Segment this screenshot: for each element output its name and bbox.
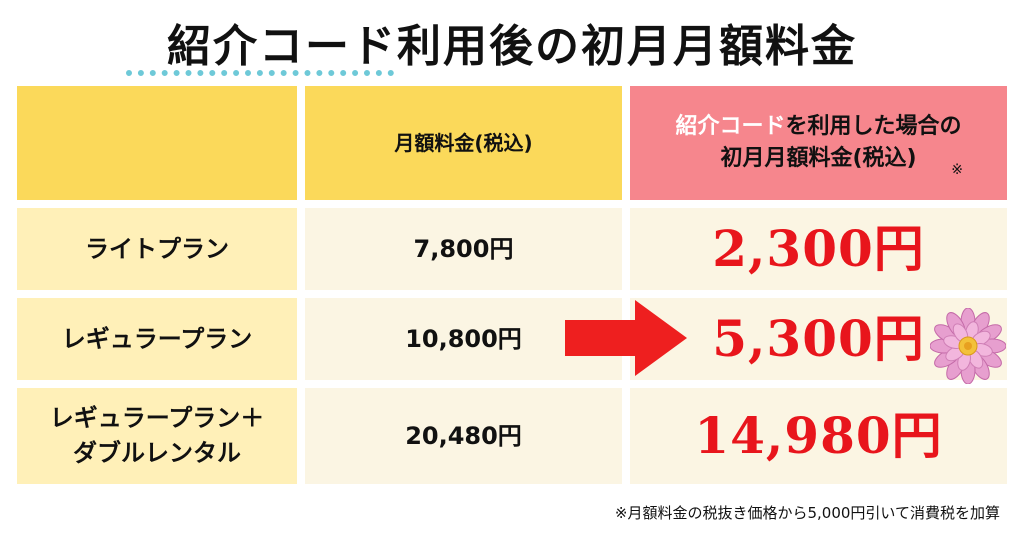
flower-icon (930, 308, 1006, 384)
table-row-plan-cell: ライトプラン (17, 208, 297, 290)
table-row-plan-cell: レギュラープラン (17, 298, 297, 380)
table-row-referral-cell: 2,300円 (630, 208, 1007, 290)
table-row-fee-cell: 7,800円 (305, 208, 622, 290)
header-monthly-fee-label: 月額料金(税込) (394, 130, 533, 155)
plan-name: レギュラープラン (61, 324, 253, 353)
monthly-fee-value: 7,800円 (413, 234, 514, 263)
page-title: 紹介コード利用後の初月月額料金 (167, 21, 857, 72)
table-row-referral-cell: 14,980円 (630, 388, 1007, 484)
header-monthly-fee-cell: 月額料金(税込) (305, 86, 622, 200)
header-note-mark: ※ (951, 161, 963, 178)
title-underline (126, 70, 394, 76)
referral-fee-value: 5,300円 (712, 308, 925, 368)
table-row-plan-cell: レギュラープラン＋ ダブルレンタル (17, 388, 297, 484)
plan-name-line2: ダブルレンタル (73, 439, 241, 467)
header-referral-line1: を利用した場合の (785, 114, 962, 140)
plan-name: レギュラープラン＋ (49, 404, 265, 433)
monthly-fee-value: 10,800円 (405, 324, 522, 353)
monthly-fee-value: 20,480円 (405, 421, 522, 450)
header-referral-fee-cell: 紹介コードを利用した場合の 初月月額料金(税込) ※ (630, 86, 1007, 200)
footnote: ※月額料金の税抜き価格から5,000円引いて消費税を加算 (614, 504, 1000, 522)
referral-fee-value: 14,980円 (694, 405, 943, 465)
header-referral-highlight: 紹介コード (675, 114, 786, 140)
header-plan-cell (17, 86, 297, 200)
table-row-fee-cell: 20,480円 (305, 388, 622, 484)
header-referral-line2: 初月月額料金(税込) (720, 146, 917, 171)
right-arrow-icon (565, 300, 687, 376)
plan-name: ライトプラン (85, 234, 229, 263)
referral-fee-value: 2,300円 (712, 218, 925, 278)
